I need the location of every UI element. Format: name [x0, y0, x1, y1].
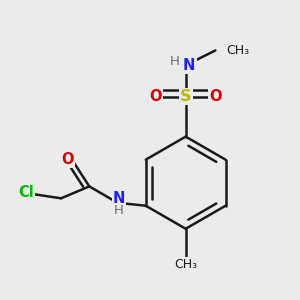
- Text: CH₃: CH₃: [226, 44, 249, 57]
- Text: CH₃: CH₃: [174, 258, 197, 271]
- Text: O: O: [150, 89, 162, 104]
- Text: N: N: [113, 191, 125, 206]
- Text: N: N: [183, 58, 195, 73]
- Text: Cl: Cl: [18, 185, 34, 200]
- Text: O: O: [61, 152, 74, 167]
- Text: S: S: [180, 89, 191, 104]
- Text: O: O: [209, 89, 222, 104]
- Text: H: H: [114, 204, 124, 217]
- Text: H: H: [169, 55, 179, 68]
